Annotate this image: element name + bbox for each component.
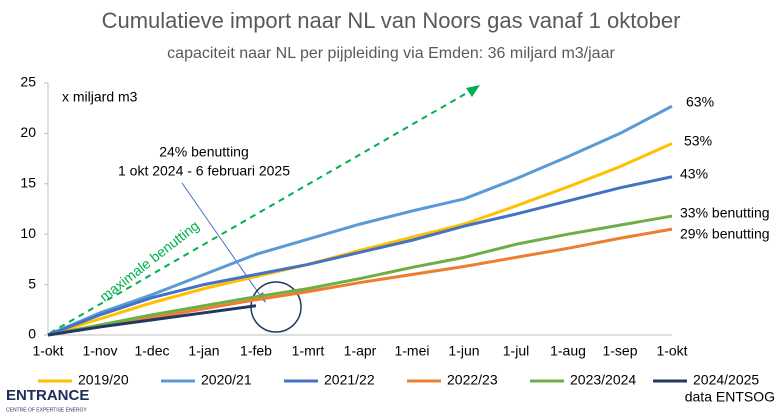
x-tick-label: 1-feb [240, 343, 272, 359]
end-label: 63% [686, 94, 714, 110]
end-label: 43% [680, 166, 708, 182]
x-tick-label: 1-dec [134, 343, 169, 359]
x-tick-label: 1-okt [656, 343, 687, 359]
source: data ENTSOG [685, 389, 775, 405]
end-label: 33% benutting [680, 205, 770, 221]
x-tick-label: 1-jun [448, 343, 479, 359]
series-line [47, 214, 673, 337]
end-label: 53% [684, 133, 712, 149]
y-tick-label: 25 [20, 74, 36, 90]
x-tick-label: 1-okt [32, 343, 63, 359]
series-line [47, 227, 673, 337]
series-line [47, 142, 673, 337]
logo: ENTRANCE [6, 387, 89, 404]
y-tick-label: 15 [20, 175, 36, 191]
y-tick-label: 5 [28, 275, 36, 291]
max-arrowhead [466, 85, 480, 97]
max-arrow [49, 89, 473, 334]
logo-tagline: CENTRE OF EXPERTISE ENERGY [6, 407, 87, 413]
x-tick-label: 1-mei [394, 343, 429, 359]
series-line [47, 304, 257, 337]
y-axis-label: x miljard m3 [62, 89, 138, 105]
x-tick-label: 1-jan [188, 343, 219, 359]
x-tick-label: 1-jul [503, 343, 529, 359]
legend-label: 2024/2025 [693, 372, 759, 388]
y-tick-label: 0 [28, 326, 36, 342]
legend-label: 2021/22 [324, 372, 375, 388]
annotation: 1 okt 2024 - 6 februari 2025 [118, 163, 290, 179]
legend-label: 2020/21 [201, 372, 252, 388]
end-label: 29% benutting [680, 226, 770, 242]
chart-subtitle: capaciteit naar NL per pijpleiding via E… [167, 45, 615, 62]
y-tick-label: 20 [20, 124, 36, 140]
max-label: maximale benutting [96, 217, 202, 304]
x-tick-label: 1-apr [344, 343, 377, 359]
legend-label: 2022/23 [447, 372, 498, 388]
chart-title: Cumulatieve import naar NL van Noors gas… [102, 8, 681, 33]
x-tick-label: 1-nov [82, 343, 117, 359]
annotation: 24% benutting [159, 144, 249, 160]
x-tick-label: 1-sep [602, 343, 637, 359]
y-tick-label: 10 [20, 225, 36, 241]
legend-label: 2023/2024 [570, 372, 636, 388]
series-line [47, 104, 673, 337]
x-tick-label: 1-aug [550, 343, 586, 359]
series-line [47, 175, 673, 337]
legend-label: 2019/20 [78, 372, 129, 388]
x-tick-label: 1-mrt [292, 343, 325, 359]
